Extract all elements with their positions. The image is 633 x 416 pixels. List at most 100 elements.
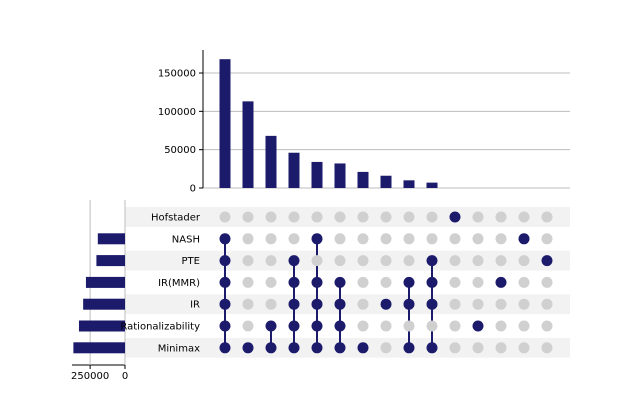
- matrix-dot-inactive: [380, 233, 392, 245]
- x-tick-label: 0: [122, 371, 128, 382]
- set-size-bar: [73, 342, 125, 354]
- intersection-bar: [403, 180, 415, 188]
- matrix-dot-inactive: [380, 276, 392, 288]
- x-tick-label: 250000: [71, 371, 109, 382]
- matrix-dot-active: [380, 298, 392, 310]
- y-tick-label: 100000: [158, 107, 196, 118]
- matrix-dot-active: [219, 255, 231, 267]
- set-size-bar: [85, 276, 125, 288]
- matrix-dot-inactive: [311, 255, 323, 267]
- matrix-dot-active: [403, 276, 415, 288]
- matrix-dot-inactive: [380, 211, 392, 223]
- intersection-bars: [219, 59, 438, 189]
- matrix-dot-inactive: [380, 342, 392, 354]
- matrix-dot-inactive: [242, 298, 254, 310]
- y-tick-label: 0: [190, 184, 196, 195]
- row-shade: [125, 337, 570, 358]
- matrix-dot-inactive: [242, 255, 254, 267]
- set-size-bars: [73, 233, 125, 354]
- matrix-dot-inactive: [288, 211, 300, 223]
- matrix-dot-active: [426, 342, 438, 354]
- set-labels: Hofstader NASH PTE IR(MMR) IR Rationalizabili…: [120, 213, 200, 355]
- matrix-dot-inactive: [265, 298, 277, 310]
- matrix-dot-inactive: [495, 211, 507, 223]
- matrix-dot-active: [426, 298, 438, 310]
- row-shade: [125, 207, 570, 227]
- matrix-dot-inactive: [242, 211, 254, 223]
- matrix-dot-inactive: [541, 320, 553, 332]
- matrix-dot-inactive: [357, 298, 369, 310]
- matrix-dot-inactive: [449, 276, 461, 288]
- matrix-dot-inactive: [403, 255, 415, 267]
- intersection-bar: [265, 135, 277, 188]
- matrix-dot-active: [311, 298, 323, 310]
- matrix-dot-inactive: [242, 320, 254, 332]
- set-label: IR: [190, 300, 200, 311]
- matrix-dot-inactive: [472, 233, 484, 245]
- matrix-dot-inactive: [541, 211, 553, 223]
- matrix-dot-inactive: [518, 320, 530, 332]
- matrix-dot-active: [472, 320, 484, 332]
- matrix-dot-active: [265, 342, 277, 354]
- matrix-dot-inactive: [380, 320, 392, 332]
- matrix-dot-active: [311, 342, 323, 354]
- intersection-bar: [380, 175, 392, 188]
- matrix-dot-active: [219, 276, 231, 288]
- matrix-dot-inactive: [518, 298, 530, 310]
- intersection-bar: [288, 152, 300, 188]
- matrix-dot-inactive: [541, 342, 553, 354]
- matrix-dot-active: [334, 320, 346, 332]
- intersection-bar: [311, 161, 323, 188]
- matrix-dot-inactive: [541, 233, 553, 245]
- set-size-bar: [78, 320, 125, 332]
- matrix-dot-inactive: [495, 255, 507, 267]
- set-size-axis: 0 250000: [71, 200, 128, 382]
- matrix-dot-inactive: [495, 342, 507, 354]
- matrix-dot-inactive: [265, 276, 277, 288]
- matrix-dot-active: [426, 255, 438, 267]
- matrix-dot-active: [357, 342, 369, 354]
- y-tick-label: 50000: [164, 145, 196, 156]
- set-size-bar: [83, 298, 125, 310]
- row-shade: [125, 250, 570, 271]
- matrix-dot-inactive: [357, 255, 369, 267]
- matrix-dot-active: [219, 342, 231, 354]
- matrix-dot-active: [242, 342, 254, 354]
- set-label: IR(MMR): [158, 278, 200, 289]
- matrix-dot-inactive: [426, 320, 438, 332]
- matrix-dot-active: [426, 276, 438, 288]
- matrix-dot-active: [334, 298, 346, 310]
- row-shading-group: [125, 207, 570, 358]
- matrix-dot-inactive: [265, 233, 277, 245]
- matrix-dot-active: [311, 320, 323, 332]
- matrix-dot-inactive: [311, 211, 323, 223]
- matrix-dot-active: [288, 320, 300, 332]
- matrix-dot-inactive: [449, 320, 461, 332]
- matrix-dot-inactive: [518, 255, 530, 267]
- matrix-dot-inactive: [472, 298, 484, 310]
- matrix-dot-inactive: [472, 342, 484, 354]
- matrix-dot-active: [403, 342, 415, 354]
- matrix-dot-inactive: [518, 276, 530, 288]
- y-tick-label: 150000: [158, 69, 196, 80]
- intersection-bar: [357, 171, 369, 188]
- matrix-dot-inactive: [495, 298, 507, 310]
- intersection-grid: [203, 72, 570, 189]
- matrix-dot-inactive: [518, 342, 530, 354]
- set-size-bar: [96, 255, 125, 267]
- matrix-dot-inactive: [449, 342, 461, 354]
- set-label: PTE: [182, 256, 200, 267]
- matrix-dot-inactive: [288, 233, 300, 245]
- matrix-dot-inactive: [495, 320, 507, 332]
- matrix-dot-inactive: [403, 211, 415, 223]
- intersection-size-axis: 0 50000 100000 150000: [158, 50, 204, 195]
- set-size-bar: [97, 233, 125, 245]
- set-label: Hofstader: [151, 213, 201, 224]
- matrix-dot-active: [288, 342, 300, 354]
- matrix-dot-inactive: [242, 276, 254, 288]
- matrix-dot-inactive: [472, 255, 484, 267]
- matrix-dot-active: [495, 276, 507, 288]
- matrix-dot-active: [334, 276, 346, 288]
- matrix-dot-inactive: [242, 233, 254, 245]
